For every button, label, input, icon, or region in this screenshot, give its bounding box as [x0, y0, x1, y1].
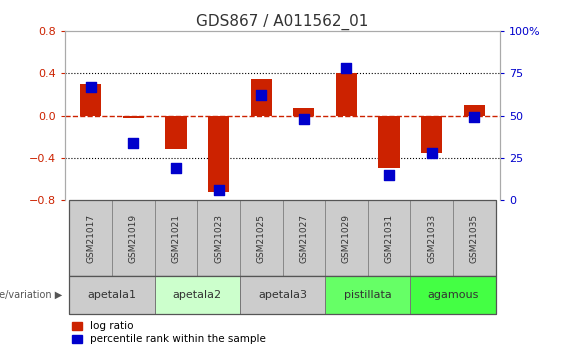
Point [470, 115, 479, 120]
Title: GDS867 / A011562_01: GDS867 / A011562_01 [196, 13, 369, 30]
Text: GSM21033: GSM21033 [427, 214, 436, 263]
Point [427, 150, 436, 156]
Bar [293, 108, 315, 116]
Text: GSM21031: GSM21031 [385, 214, 394, 263]
FancyBboxPatch shape [69, 200, 112, 276]
Point [171, 165, 180, 171]
FancyBboxPatch shape [240, 276, 325, 314]
FancyBboxPatch shape [325, 276, 410, 314]
Text: GSM21035: GSM21035 [470, 214, 479, 263]
Point [299, 116, 308, 122]
Text: GSM21029: GSM21029 [342, 214, 351, 263]
Bar [80, 84, 101, 116]
Bar [250, 79, 272, 116]
Text: GSM21023: GSM21023 [214, 214, 223, 263]
Text: apetala1: apetala1 [88, 290, 136, 300]
FancyBboxPatch shape [410, 200, 453, 276]
FancyBboxPatch shape [368, 200, 410, 276]
Bar [165, 116, 186, 149]
Text: genotype/variation ▶: genotype/variation ▶ [0, 290, 62, 300]
Text: pistillata: pistillata [344, 290, 392, 300]
FancyBboxPatch shape [410, 276, 496, 314]
Point [86, 84, 95, 90]
FancyBboxPatch shape [325, 200, 368, 276]
Point [129, 140, 138, 145]
Bar [208, 116, 229, 191]
Bar [123, 116, 144, 118]
Legend: log ratio, percentile rank within the sample: log ratio, percentile rank within the sa… [70, 319, 268, 345]
FancyBboxPatch shape [240, 200, 282, 276]
Text: agamous: agamous [427, 290, 479, 300]
Text: apetala2: apetala2 [173, 290, 221, 300]
FancyBboxPatch shape [112, 200, 155, 276]
FancyBboxPatch shape [155, 276, 240, 314]
Bar [336, 73, 357, 116]
Bar [379, 116, 400, 168]
Text: GSM21025: GSM21025 [257, 214, 266, 263]
Text: apetala3: apetala3 [258, 290, 307, 300]
FancyBboxPatch shape [282, 200, 325, 276]
FancyBboxPatch shape [69, 276, 155, 314]
Text: GSM21027: GSM21027 [299, 214, 308, 263]
Text: GSM21021: GSM21021 [171, 214, 180, 263]
Text: GSM21019: GSM21019 [129, 214, 138, 263]
Bar [464, 105, 485, 116]
Bar [421, 116, 442, 152]
FancyBboxPatch shape [197, 200, 240, 276]
Text: GSM21017: GSM21017 [86, 214, 95, 263]
Point [342, 66, 351, 71]
Point [257, 92, 266, 98]
Point [214, 187, 223, 193]
Point [385, 172, 394, 177]
FancyBboxPatch shape [453, 200, 496, 276]
FancyBboxPatch shape [155, 200, 197, 276]
